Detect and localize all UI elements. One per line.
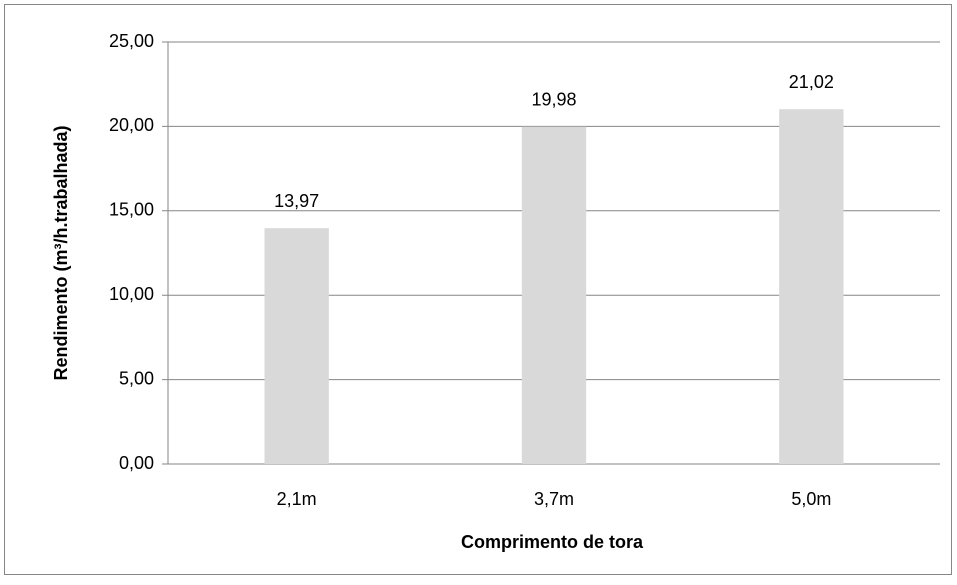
x-tick-label: 2,1m (277, 489, 317, 509)
data-label: 13,97 (274, 191, 319, 211)
x-axis-title: Comprimento de tora (461, 532, 644, 552)
y-axis-title: Rendimento (m³/h.trabalhada) (51, 125, 71, 380)
bar (521, 126, 587, 464)
y-tick-label: 15,00 (109, 200, 154, 220)
y-tick-label: 25,00 (109, 31, 154, 51)
data-label: 19,98 (531, 89, 576, 109)
bar (779, 109, 844, 464)
y-tick-label: 5,00 (119, 368, 154, 388)
x-tick-label: 3,7m (534, 489, 574, 509)
data-label: 21,02 (789, 72, 834, 92)
bar (264, 228, 329, 464)
x-tick-label: 5,0m (791, 489, 831, 509)
y-tick-label: 20,00 (109, 115, 154, 135)
y-tick-label: 0,00 (119, 453, 154, 473)
y-tick-label: 10,00 (109, 284, 154, 304)
